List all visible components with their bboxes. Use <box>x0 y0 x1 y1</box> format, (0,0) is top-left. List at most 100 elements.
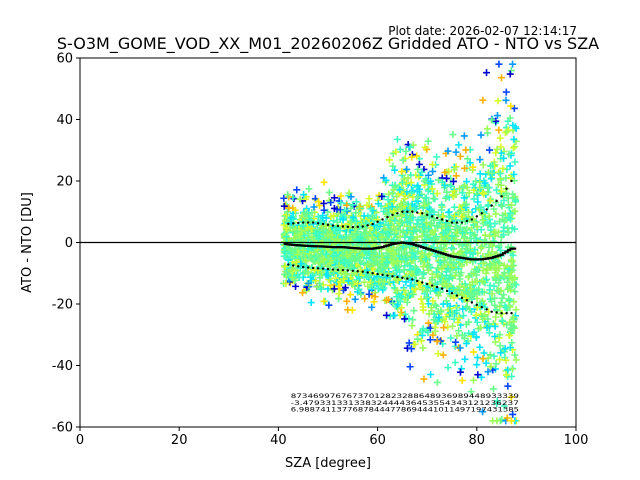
mean-point <box>472 258 477 261</box>
scatter-point <box>496 260 504 268</box>
stddev-lower-point <box>426 282 429 286</box>
scatter-point <box>507 102 515 110</box>
scatter-point <box>425 225 433 233</box>
mean-point <box>335 246 341 249</box>
scatter-point <box>450 166 458 174</box>
scatter-point <box>500 154 508 162</box>
x-axis-label: SZA [degree] <box>285 456 371 471</box>
scatter-point <box>458 206 466 214</box>
scatter-point <box>469 180 477 188</box>
scatter-point <box>419 263 427 271</box>
scatter-point <box>323 237 331 245</box>
scatter-point <box>503 128 511 136</box>
mean-point <box>387 243 393 246</box>
stddev-upper-point <box>416 211 419 214</box>
scatter-point <box>432 252 440 260</box>
scatter-point <box>498 74 506 82</box>
scatter-point <box>422 235 430 243</box>
scatter-point <box>469 163 477 171</box>
stddev-upper-point <box>351 225 354 229</box>
stddev-lower-point <box>336 268 340 272</box>
scatter-point <box>434 272 442 280</box>
mean-point <box>286 243 291 246</box>
scatter-point <box>467 388 475 396</box>
scatter-point <box>444 364 452 372</box>
scatter-point <box>432 302 440 310</box>
scatter-point <box>502 96 510 104</box>
scatter-point <box>363 254 371 262</box>
stddev-upper-point <box>297 221 300 225</box>
mean-point <box>343 246 348 249</box>
scatter-point <box>459 305 467 313</box>
scatter-point <box>314 213 322 221</box>
scatter-point <box>434 318 442 326</box>
scatter-point <box>509 251 517 259</box>
scatter-point <box>433 153 441 161</box>
y-tick-label: 40 <box>56 113 73 128</box>
scatter-point <box>473 361 481 369</box>
y-tick-label: 60 <box>56 52 73 67</box>
count-annotations: 8734699767673701282328864893698944893333… <box>291 393 519 414</box>
mean-point <box>509 247 514 250</box>
scatter-point <box>424 137 432 145</box>
scatter-point <box>396 232 404 240</box>
scatter-point <box>346 291 354 299</box>
mean-point <box>318 245 323 248</box>
mean-point <box>296 244 301 247</box>
mean-point <box>283 242 289 246</box>
scatter-point <box>374 200 382 208</box>
mean-point <box>325 245 331 248</box>
scatter-point <box>282 224 290 232</box>
scatter-point <box>400 286 408 294</box>
scatter-point <box>485 232 493 240</box>
scatter-point <box>325 188 333 196</box>
scatter-point <box>485 146 493 154</box>
scatter-point <box>472 205 480 213</box>
scatter-point <box>308 209 316 217</box>
mean-point <box>432 249 437 253</box>
scatter-point <box>347 219 355 227</box>
scatter-point <box>411 340 419 348</box>
x-tick-label: 80 <box>469 433 486 448</box>
scatter-point <box>511 288 519 296</box>
scatter-point <box>307 273 315 281</box>
mean-point <box>320 245 326 248</box>
scatter-point <box>435 176 443 184</box>
scatter-point <box>458 377 466 385</box>
scatter-point <box>346 263 354 271</box>
scatter-point <box>375 260 383 268</box>
mean-point <box>511 247 517 250</box>
scatter-point <box>498 202 506 210</box>
stddev-lower-point <box>292 264 295 267</box>
x-tick-label: 60 <box>369 433 386 448</box>
stddev-upper-point <box>450 221 454 224</box>
scatter-point <box>322 250 330 258</box>
scatter-point <box>331 239 339 247</box>
scatter-point <box>506 209 514 217</box>
scatter-point <box>452 172 460 180</box>
scatter-point <box>429 331 437 339</box>
stddev-upper-point <box>331 224 335 227</box>
scatter-point <box>352 198 360 206</box>
scatter-point <box>378 233 386 241</box>
scatter-point <box>479 189 487 197</box>
scatter-point <box>483 125 491 133</box>
scatter-point <box>368 233 376 241</box>
scatter-point <box>494 181 502 189</box>
scatter-point <box>448 309 456 317</box>
scatter-point <box>500 191 508 199</box>
scatter-point <box>488 290 496 298</box>
scatter-point <box>488 248 496 256</box>
scatter-point <box>455 141 463 149</box>
scatter-point <box>407 276 415 284</box>
scatter-point <box>422 212 430 220</box>
scatter-point <box>343 252 351 260</box>
stddev-upper-point <box>460 221 464 224</box>
mean-point <box>467 257 472 261</box>
scatter-point <box>476 178 484 186</box>
scatter-point <box>491 269 499 277</box>
scatter-point <box>334 235 342 243</box>
scatter-point <box>456 152 464 160</box>
mean-point <box>363 247 368 250</box>
stddev-lower-point <box>475 303 478 306</box>
